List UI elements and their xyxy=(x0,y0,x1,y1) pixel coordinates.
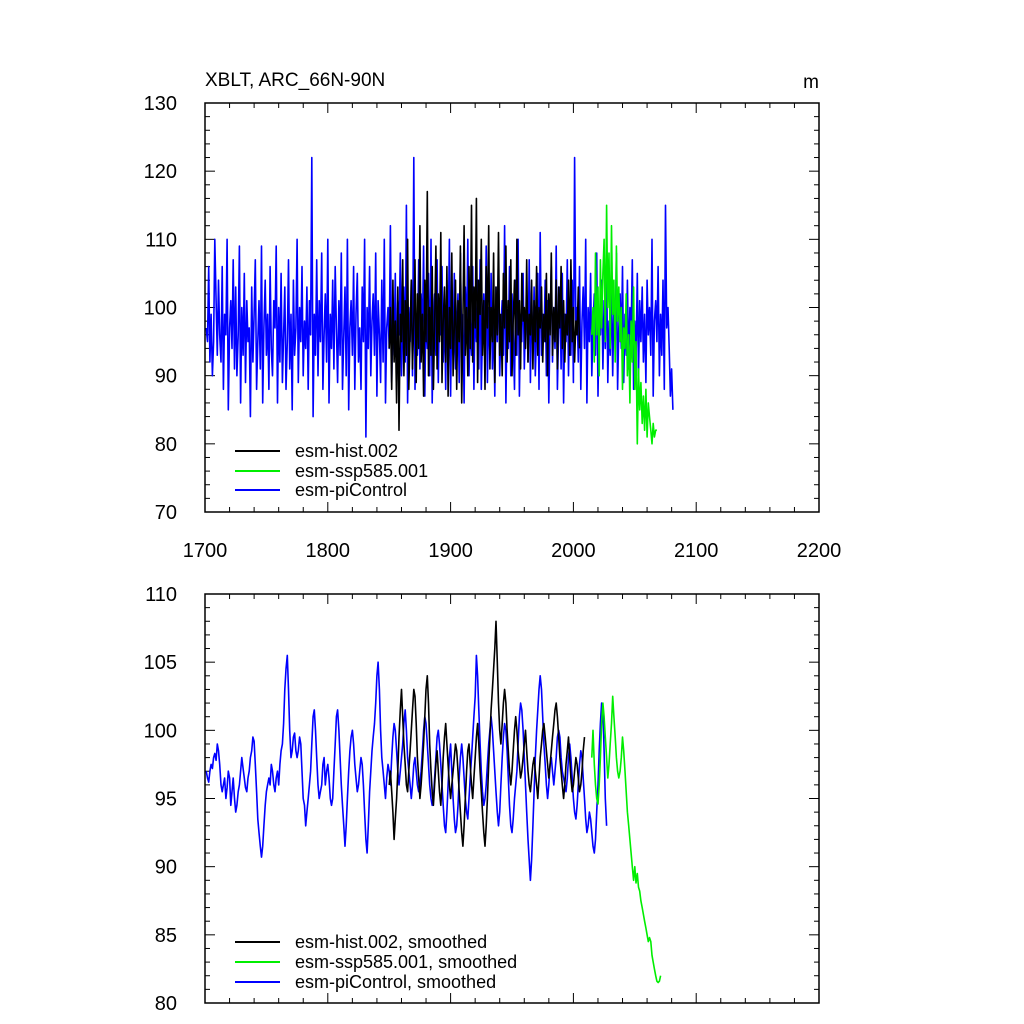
y-tick-label: 80 xyxy=(155,993,177,1015)
y-tick-label: 70 xyxy=(155,502,177,524)
legend-label-picontrol: esm-piControl xyxy=(295,480,407,500)
bottom-panel-ticks: 80 85 90 95 100 105 110 xyxy=(144,584,820,1015)
y-tick-label: 90 xyxy=(155,857,177,879)
top-panel-legend: esm-hist.002 esm-ssp585.001 esm-piContro… xyxy=(235,441,428,500)
bottom-panel-legend: esm-hist.002, smoothed esm-ssp585.001, s… xyxy=(235,932,517,992)
legend-label-hist: esm-hist.002 xyxy=(295,441,398,461)
series-line-esm-hist-002 xyxy=(388,190,581,432)
y-tick-label: 105 xyxy=(144,652,177,674)
x-tick-label: 1800 xyxy=(306,540,351,562)
series-line-esm-picontrol-smoothed xyxy=(205,654,608,882)
x-tick-label: 2100 xyxy=(674,540,719,562)
legend-label-picontrol-smoothed: esm-piControl, smoothed xyxy=(295,972,496,992)
top-panel-series xyxy=(205,156,674,445)
y-tick-label: 100 xyxy=(144,298,177,320)
x-tick-label: 1700 xyxy=(183,540,228,562)
legend-label-ssp585-smoothed: esm-ssp585.001, smoothed xyxy=(295,952,517,972)
y-tick-label: 110 xyxy=(145,584,177,606)
top-panel-frame xyxy=(204,102,820,513)
y-tick-label: 120 xyxy=(144,161,177,183)
y-tick-label: 85 xyxy=(155,925,177,947)
top-panel: XBLT, ARC_66N-90N m 1700 1800 1900 2000 2100… xyxy=(144,70,842,562)
y-tick-label: 90 xyxy=(155,366,177,388)
x-tick-label: 2000 xyxy=(551,540,596,562)
x-tick-label: 2200 xyxy=(797,540,842,562)
x-tick-label: 1900 xyxy=(428,540,473,562)
y-tick-label: 110 xyxy=(145,229,177,251)
legend-label-hist-smoothed: esm-hist.002, smoothed xyxy=(295,932,487,952)
y-tick-label: 95 xyxy=(155,789,177,811)
y-tick-label: 100 xyxy=(144,720,177,742)
legend-label-ssp585: esm-ssp585.001 xyxy=(295,461,428,481)
bottom-panel-series xyxy=(205,620,662,984)
series-line-esm-hist-002-smoothed xyxy=(388,620,586,848)
y-tick-label: 80 xyxy=(155,434,177,456)
top-panel-title: XBLT, ARC_66N-90N xyxy=(205,70,385,91)
bottom-panel: 80 85 90 95 100 105 110 esm-hist.002, smoothed… xyxy=(144,584,820,1015)
series-line-esm-ssp585-001 xyxy=(591,204,657,445)
y-tick-label: 130 xyxy=(144,93,177,115)
bottom-panel-frame xyxy=(204,593,820,1004)
top-panel-units: m xyxy=(803,72,819,93)
series-line-esm-ssp585-001-smoothed xyxy=(591,695,662,984)
